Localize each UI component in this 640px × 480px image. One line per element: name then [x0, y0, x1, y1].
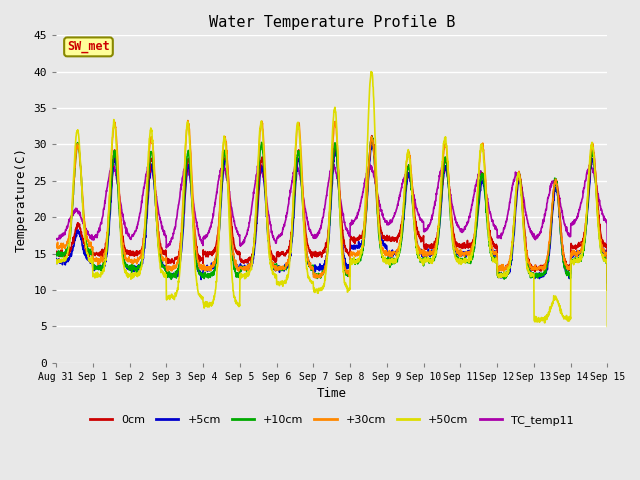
Title: Water Temperature Profile B: Water Temperature Profile B: [209, 15, 455, 30]
X-axis label: Time: Time: [317, 387, 347, 400]
Y-axis label: Temperature(C): Temperature(C): [15, 146, 28, 252]
Text: SW_met: SW_met: [67, 40, 110, 53]
Legend: 0cm, +5cm, +10cm, +30cm, +50cm, TC_temp11: 0cm, +5cm, +10cm, +30cm, +50cm, TC_temp1…: [86, 411, 578, 431]
